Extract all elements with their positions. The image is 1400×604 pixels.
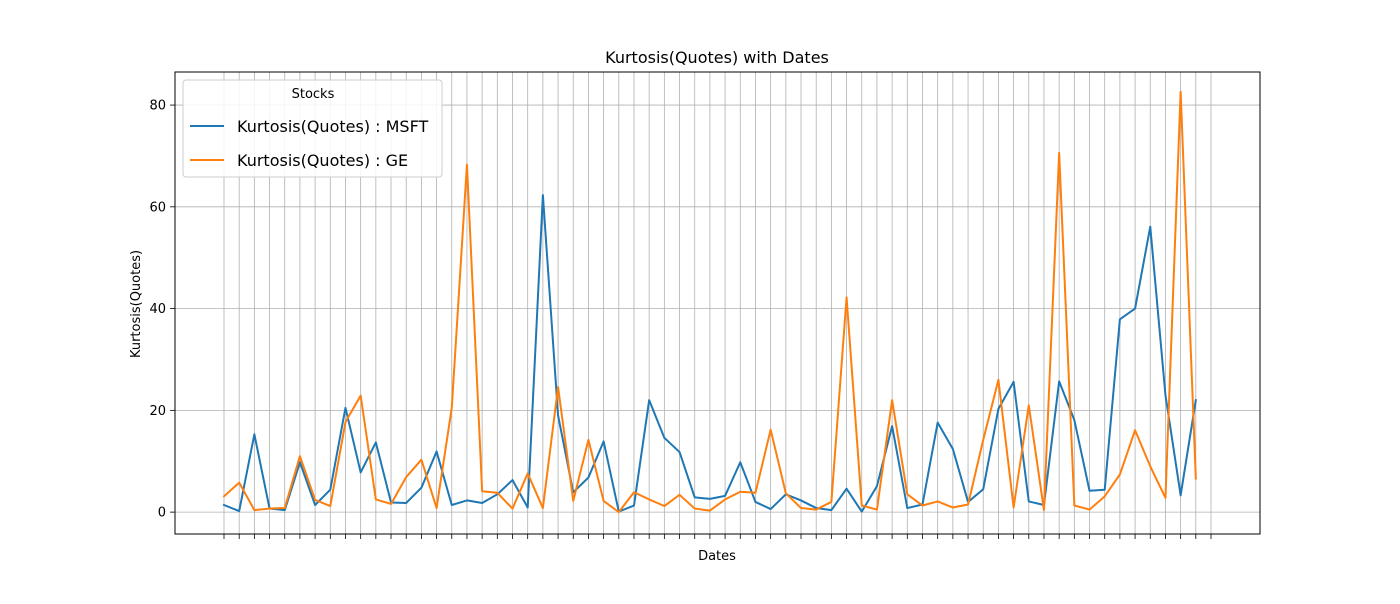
legend: Stocks Kurtosis(Quotes) : MSFT Kurtosis(… (182, 79, 443, 178)
legend-title: Stocks (292, 87, 335, 102)
y-tick-label: 0 (158, 506, 166, 521)
x-axis-label: Dates (698, 549, 736, 564)
series-layer (222, 90, 1197, 514)
plot-area-frame (174, 71, 1261, 535)
y-axis-label: Kurtosis(Quotes) (129, 250, 144, 358)
y-tick-label: 60 (149, 200, 166, 215)
series-line-ge (222, 90, 1197, 514)
legend-label-ge: Kurtosis(Quotes) : GE (237, 151, 408, 170)
y-tick-label: 20 (149, 404, 166, 419)
legend-box (182, 79, 443, 178)
series-line-msft (222, 194, 1197, 513)
legend-label-msft: Kurtosis(Quotes) : MSFT (237, 117, 429, 136)
y-tick-label: 40 (149, 302, 166, 317)
chart-title: Kurtosis(Quotes) with Dates (605, 48, 829, 67)
axes: 0 20 40 60 80 (149, 99, 1212, 539)
y-tick-label: 80 (149, 99, 166, 114)
